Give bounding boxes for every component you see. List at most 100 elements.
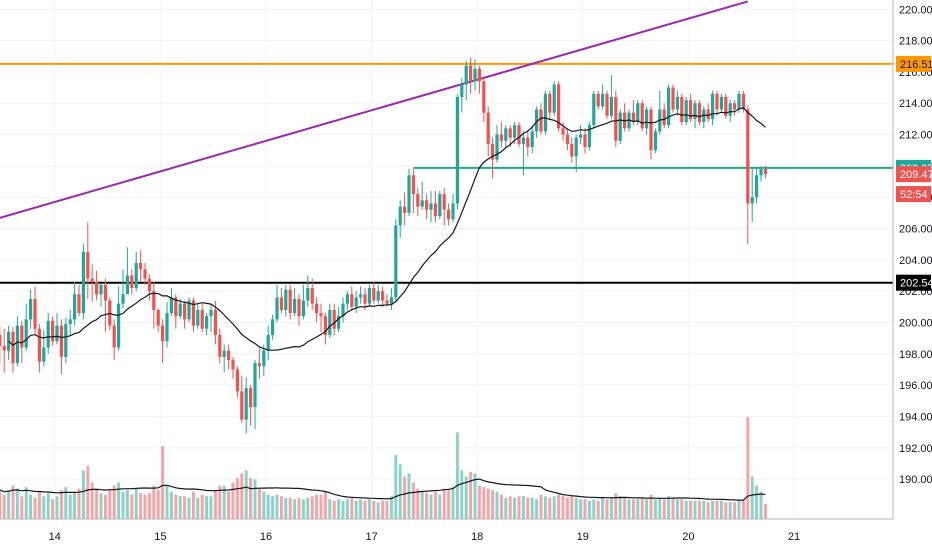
candle-body [64,324,68,357]
volume-bar [728,502,732,519]
y-tick-label: 206.00 [899,224,932,236]
candle-body [42,347,46,362]
volume-bar [284,497,288,519]
volume-bar [640,497,644,519]
volume-bar [315,494,319,519]
volume-bar [649,494,653,519]
candle-body [398,206,402,226]
candle-body [667,87,671,126]
volume-bar [359,499,363,519]
horizontal-levels[interactable] [0,62,893,284]
volume-bar [367,499,371,519]
volume-bar [662,499,666,519]
candle-body [301,300,305,317]
price-axis: 190.00 192.00 194.00 196.00 198.00 200.00 202.… [899,4,932,486]
candle-body [724,96,728,116]
volume-bar [614,493,618,519]
candle-body [759,169,763,176]
candle-body [99,284,103,295]
candle-body [570,143,574,157]
volume-bar [596,500,600,519]
volume-bar [763,503,767,519]
volume-bar [719,500,723,519]
candle-body [372,288,376,301]
candles [0,57,767,434]
volume-ma-line [0,478,766,501]
candle-body [139,262,143,270]
candle-body [29,298,33,320]
candle-body [51,320,55,342]
volume-bar [473,473,477,519]
volume-bar [213,490,217,519]
volume-bar [398,464,402,519]
x-tick-label: 20 [682,531,694,543]
trendline[interactable] [0,0,749,219]
candle-body [636,103,640,123]
volume-bar [218,485,222,519]
volume-bar [504,497,508,519]
candle-body [376,291,380,301]
candle-body [425,200,429,210]
volume-bar [521,496,525,519]
time-scale-background[interactable] [0,519,932,550]
candle-body [715,93,719,110]
candle-body [631,112,635,123]
volume-bar [271,496,275,519]
candle-body [275,297,279,320]
candle-body [367,288,371,304]
volume-bar [103,494,107,519]
volume-bar [310,496,314,519]
candle-body [328,309,332,335]
candle-body [403,206,407,213]
y-tick-label: 204.00 [899,255,932,267]
volume-bar [565,497,569,519]
candle-body [750,197,754,204]
candle-body [297,298,301,317]
candle-body [447,209,451,220]
candle-body [24,319,28,348]
candle-body [46,320,50,348]
candle-body [389,297,393,304]
volume-bar [526,497,530,519]
candle-body [0,335,2,346]
volume-bar [68,494,72,519]
candle-body [684,100,688,123]
candle-body [55,325,59,342]
volume-bar [46,493,50,519]
price-tag-background [896,166,931,183]
candle-body [477,68,481,82]
candle-body [680,96,684,123]
volume-bar [11,485,15,519]
volume-bar [112,485,116,519]
volume-bar [262,491,266,519]
volume-bar [196,497,200,519]
volume-bar [609,497,613,519]
volume-bar [227,491,231,519]
candle-body [711,93,715,119]
candle-body [438,194,442,216]
volume-bar [99,493,103,519]
y-tick-label: 200.00 [899,317,932,329]
candle-body [323,316,327,335]
volume-bar [297,497,301,519]
candle-body [433,203,437,216]
volume-bar [486,488,490,519]
volume-bar [139,493,143,519]
price-scale-background[interactable] [893,0,932,519]
volume-bar [90,482,94,519]
volume-bar [187,497,191,519]
y-tick-label: 218.00 [899,36,932,48]
candle-body [196,309,200,326]
y-tick-label: 214.00 [899,98,932,110]
volume-bar [675,499,679,519]
volume-bar [249,477,253,519]
volume-bar [323,491,327,519]
candle-body [253,363,257,408]
volume-bar [59,490,63,519]
volume-bar [517,496,521,519]
y-tick-label: 220.00 [899,4,932,16]
x-tick-label: 16 [260,531,272,543]
candle-body [337,316,341,329]
candle-body [209,309,213,317]
volume-bar [279,496,283,519]
